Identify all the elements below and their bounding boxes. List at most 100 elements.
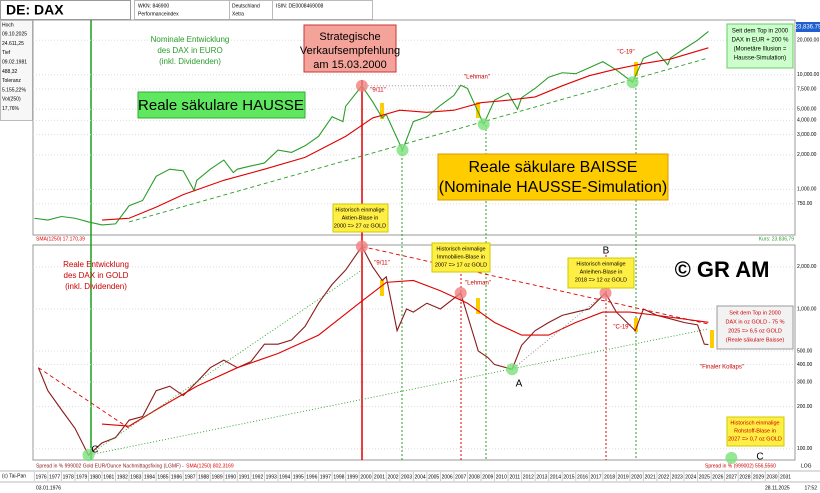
x-tick-label: 2029 [753, 474, 764, 480]
marker [454, 287, 467, 300]
x-tick-label: 2021 [645, 474, 656, 480]
x-tick-label: 1984 [144, 474, 155, 480]
legend-label: Kurs: 23.836,79 [759, 236, 795, 242]
annotation: "C-19" [613, 325, 630, 331]
annotation: Historisch einmalige [576, 261, 625, 267]
annotation: Immobilien-Blase in [437, 254, 485, 260]
copyright: (c) Tai-Pan [2, 473, 26, 479]
annotation-box [726, 416, 785, 447]
info-text: 09.02.1981 [2, 60, 27, 66]
annotation: 23,836.79 [795, 25, 820, 31]
x-tick-label: 2031 [780, 474, 791, 480]
annotation: "Finaler Kollaps" [700, 365, 744, 371]
x-tick-label: 2001 [374, 474, 385, 480]
annotation: (inkl. Dividenden) [65, 282, 127, 291]
end-date: 28.11.2025 [765, 485, 790, 491]
x-tick-label: 1999 [347, 474, 358, 480]
isin: ISIN: DE0008469008 [276, 3, 323, 9]
annotation: © GR AM [675, 257, 770, 282]
annotation: C [91, 445, 98, 456]
annotation: B [603, 246, 610, 257]
marker [626, 76, 639, 89]
start-date: 03.01.1976 [36, 485, 61, 491]
annotation: "C-19" [617, 50, 634, 56]
x-tick-label: 2002 [387, 474, 398, 480]
legend-label: SMA(1250) 17.170,39 [36, 236, 85, 242]
event-bar [380, 280, 384, 296]
x-tick-label: 1977 [49, 474, 60, 480]
x-tick-label: 1978 [63, 474, 74, 480]
annotation: Aktien-Blase in [342, 215, 379, 221]
annotation: Spread in % (999002) 556,5560 [705, 463, 776, 469]
y-tick-label: 7,500.00 [797, 86, 817, 92]
info-text: Toleranz [2, 78, 21, 84]
annotation: Seit dem Top in 2000 [732, 29, 789, 35]
annotation: Reale säkulare HAUSSE [138, 97, 304, 114]
x-tick-label: 1997 [320, 474, 331, 480]
x-tick-label: 2000 [360, 474, 371, 480]
event-bar [476, 298, 480, 314]
x-tick-label: 2015 [563, 474, 574, 480]
y-tick-label: 2,000.00 [797, 264, 817, 270]
x-tick-label: 2024 [685, 474, 696, 480]
annotation: "Lehman" [465, 281, 491, 287]
series-line [361, 246, 709, 325]
annotation: DAX in EUR + 200 % [732, 38, 790, 44]
annotation: Seit dem Top in 2000 [729, 310, 781, 316]
x-tick-label: 2005 [428, 474, 439, 480]
annotation: Nominale Entwicklung [151, 35, 230, 44]
index-kind: Performanceindex [138, 11, 179, 17]
x-tick-label: 2010 [496, 474, 507, 480]
annotation-box [332, 203, 389, 233]
x-tick-label: 2016 [577, 474, 588, 480]
x-tick-label: 2030 [766, 474, 777, 480]
info-box [0, 20, 33, 121]
y-tick-label: 400.00 [797, 362, 813, 368]
x-tick-label: 1991 [239, 474, 250, 480]
legend-label: SMA(1250) 802,3169 [186, 463, 234, 469]
x-tick-label: 1976 [36, 474, 47, 480]
annotation: A [516, 379, 523, 390]
annotation: 2018 => 12 oz GOLD [575, 277, 627, 283]
annotation-box [431, 242, 491, 273]
y-tick-label: 5,000.00 [797, 107, 817, 113]
y-tick-label: 4,000.00 [797, 118, 817, 124]
marker [477, 118, 490, 131]
x-tick-label: 2028 [739, 474, 750, 480]
series-line [34, 31, 709, 226]
annotation: Rohstoff-Blase in [734, 428, 776, 434]
exchange: Xetra [232, 11, 244, 17]
x-tick-label: 1986 [171, 474, 182, 480]
marker [725, 451, 738, 464]
annotation: LOG [801, 463, 812, 469]
info-text: Tief [2, 50, 11, 56]
annotation: (inkl. Dividenden) [159, 57, 221, 66]
x-tick-label: 2011 [509, 474, 520, 480]
symbol: DE: DAX [6, 2, 64, 18]
event-bar [476, 102, 480, 118]
series-line [101, 279, 709, 427]
annotation: Historisch einmalige [436, 246, 485, 252]
x-tick-label: 2023 [672, 474, 683, 480]
annotation: DAX in oz GOLD - 75 % [726, 319, 785, 325]
annotation: am 15.03.2000 [313, 59, 386, 71]
info-text: 488,32 [2, 69, 18, 75]
x-tick-label: 2003 [401, 474, 412, 480]
x-tick-label: 2025 [699, 474, 710, 480]
y-tick-label: 100.00 [797, 446, 813, 452]
legend-label: Spread in % 999002 Gold EUR/Ounce Nachmi… [36, 463, 184, 469]
x-tick-label: 1987 [184, 474, 195, 480]
y-tick-label: 20,000.00 [797, 38, 819, 44]
annotation: 2025 => 6,5 oz GOLD [728, 328, 782, 334]
series-line [101, 47, 709, 221]
x-tick-label: 1980 [90, 474, 101, 480]
annotation: Hausse-Simulation) [734, 56, 786, 62]
x-tick-label: 1990 [225, 474, 236, 480]
annotation: (Monetäre Illusion = [734, 47, 787, 53]
x-tick-label: 1979 [76, 474, 87, 480]
annotation: 2007 => 17 oz GOLD [435, 262, 487, 268]
series-line [88, 328, 709, 456]
x-tick-label: 2007 [455, 474, 466, 480]
info-text: 5.155,22% [2, 87, 26, 93]
